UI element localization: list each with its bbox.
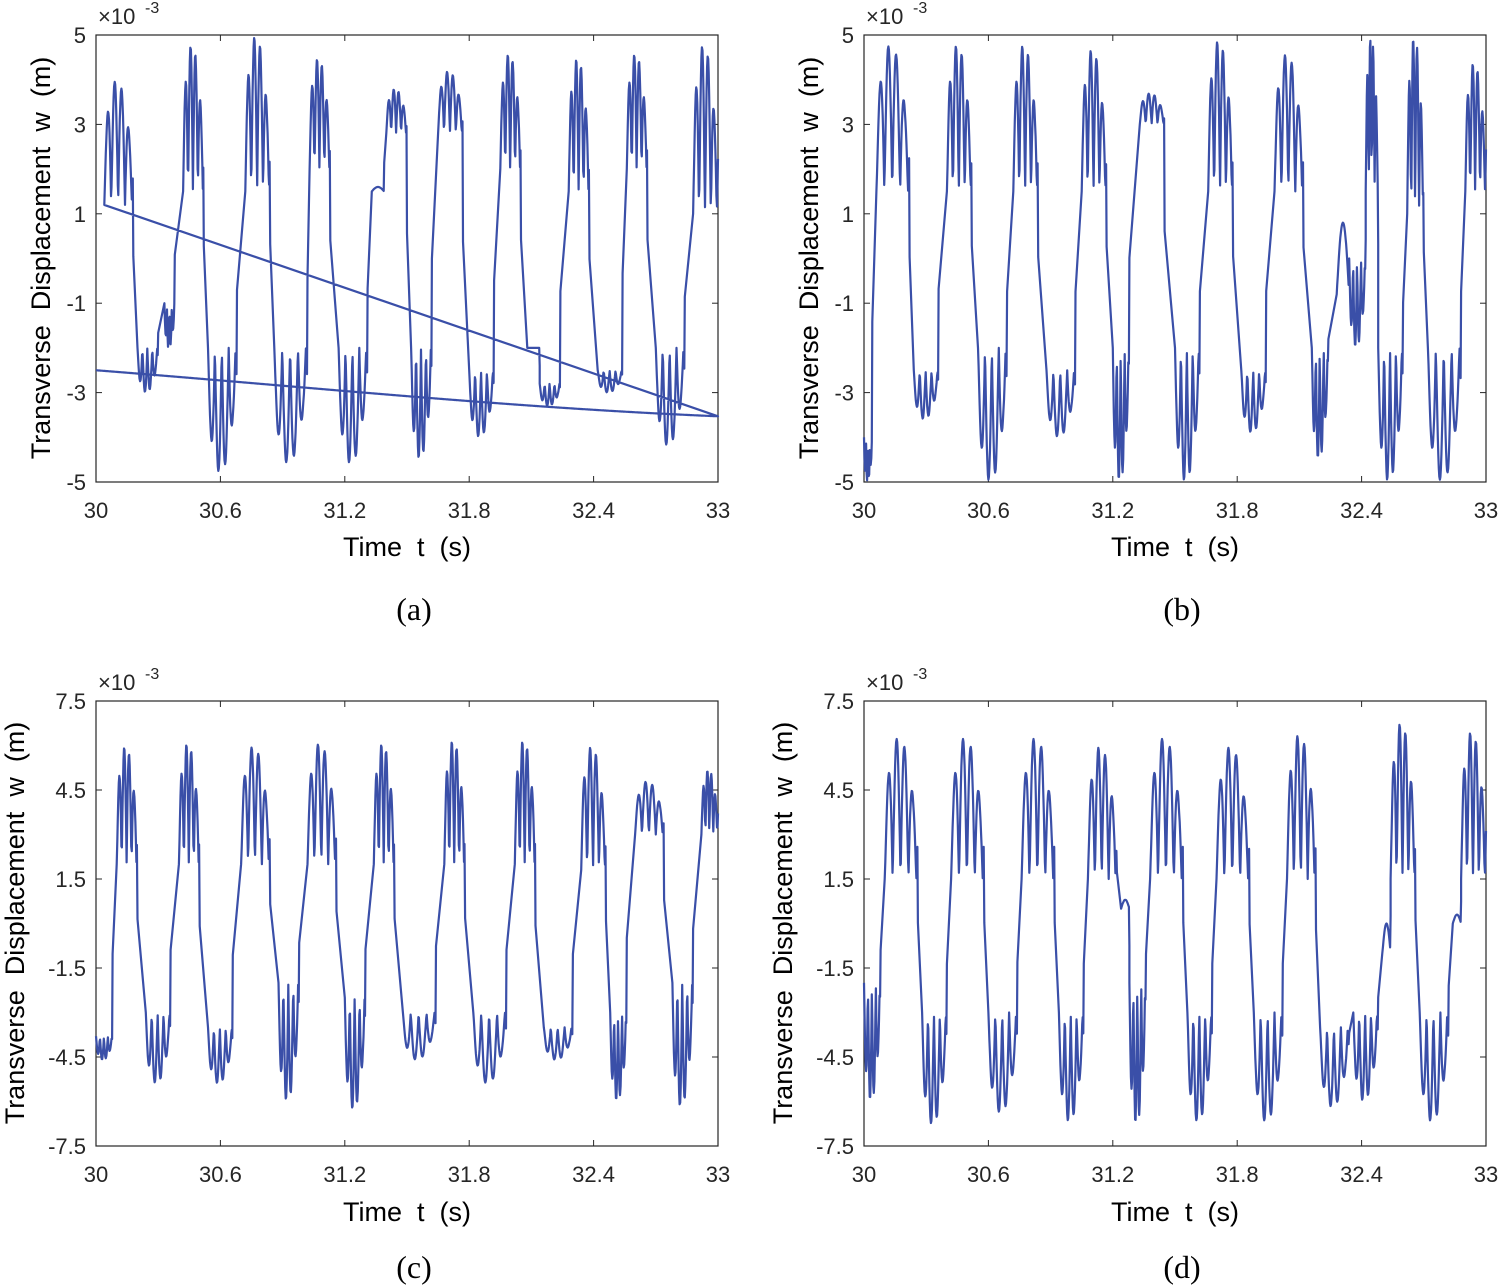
y-exponent-power: -3 xyxy=(145,666,159,683)
y-tick-label: 4.5 xyxy=(55,778,86,803)
series-line xyxy=(95,37,720,472)
y-tick-label: -3 xyxy=(66,381,86,406)
x-tick-label: 32.4 xyxy=(1340,1162,1383,1187)
y-tick-label: -4.5 xyxy=(816,1045,854,1070)
y-tick-label: -1 xyxy=(834,291,854,316)
panel-d: -7.5 -4.5 -1.5 1.5 4.5 7.5 30 30.6 31.2 31.8 32.4… xyxy=(768,666,1498,1285)
y-tick-label: 3 xyxy=(74,112,86,137)
x-tick-label: 31.8 xyxy=(1216,498,1259,523)
x-tick-label: 33 xyxy=(1474,498,1498,523)
y-ticks: -5 -3 -1 1 3 5 xyxy=(834,23,1486,495)
plot-frame xyxy=(95,700,719,1147)
y-tick-label: 1.5 xyxy=(823,867,854,892)
y-axis-label: Transverse Displacement w (m) xyxy=(794,57,824,460)
x-tick-label: 30 xyxy=(84,498,108,523)
x-tick-label: 32.4 xyxy=(1340,498,1383,523)
panel-caption: (c) xyxy=(396,1249,432,1285)
x-tick-label: 33 xyxy=(706,498,730,523)
x-tick-label: 33 xyxy=(706,1162,730,1187)
panel-caption: (b) xyxy=(1163,591,1200,627)
y-exponent-power: -3 xyxy=(913,0,927,17)
x-tick-label: 30.6 xyxy=(199,1162,242,1187)
y-ticks: -7.5 -4.5 -1.5 1.5 4.5 7.5 xyxy=(816,689,1486,1159)
x-tick-label: 30.6 xyxy=(199,498,242,523)
y-tick-label: 3 xyxy=(842,112,854,137)
panel-caption: (d) xyxy=(1163,1249,1200,1285)
x-tick-label: 31.8 xyxy=(1216,1162,1259,1187)
series-line xyxy=(862,39,1488,482)
panel-c: -7.5 -4.5 -1.5 1.5 4.5 7.5 30 30.6 31.2 31.8 32.4… xyxy=(0,666,730,1285)
x-ticks: 30 30.6 31.2 31.8 32.4 33 xyxy=(84,35,730,523)
panel-b: -5 -3 -1 1 3 5 30 30.6 31.2 31.8 32.4 33 ×10 -3 Ti… xyxy=(794,0,1498,627)
y-tick-label: -1.5 xyxy=(816,956,854,981)
y-tick-label: 4.5 xyxy=(823,778,854,803)
y-tick-label: -4.5 xyxy=(48,1045,86,1070)
x-tick-label: 30 xyxy=(852,1162,876,1187)
x-tick-label: 31.8 xyxy=(448,1162,491,1187)
y-tick-label: -5 xyxy=(834,470,854,495)
y-exponent-power: -3 xyxy=(913,666,927,683)
y-exponent-power: -3 xyxy=(145,0,159,17)
y-exponent-base: ×10 xyxy=(98,4,135,29)
x-tick-label: 31.2 xyxy=(323,1162,366,1187)
y-ticks: -5 -3 -1 1 3 5 xyxy=(66,23,718,495)
x-axis-label: Time t (s) xyxy=(343,532,471,562)
y-tick-label: 7.5 xyxy=(823,689,854,714)
x-axis-label: Time t (s) xyxy=(1111,1197,1239,1227)
x-tick-label: 30 xyxy=(852,498,876,523)
y-tick-label: 1 xyxy=(74,202,86,227)
x-ticks: 30 30.6 31.2 31.8 32.4 33 xyxy=(852,35,1498,523)
series-line xyxy=(94,741,720,1109)
y-tick-label: 1 xyxy=(842,202,854,227)
x-tick-label: 30.6 xyxy=(967,498,1010,523)
x-tick-label: 33 xyxy=(1474,1162,1498,1187)
plot-frame xyxy=(863,34,1487,483)
plot-frame xyxy=(95,34,719,483)
y-axis-label: Transverse Displacement w (m) xyxy=(768,722,798,1125)
y-exponent-base: ×10 xyxy=(98,670,135,695)
x-tick-label: 31.2 xyxy=(323,498,366,523)
x-tick-label: 31.2 xyxy=(1091,1162,1134,1187)
x-tick-label: 30 xyxy=(84,1162,108,1187)
y-exponent-base: ×10 xyxy=(866,4,903,29)
x-ticks: 30 30.6 31.2 31.8 32.4 33 xyxy=(84,701,730,1187)
x-tick-label: 31.2 xyxy=(1091,498,1134,523)
y-tick-label: -3 xyxy=(834,381,854,406)
x-axis-label: Time t (s) xyxy=(1111,532,1239,562)
y-tick-label: -7.5 xyxy=(48,1134,86,1159)
y-axis-label: Transverse Displacement w (m) xyxy=(0,722,30,1125)
x-ticks: 30 30.6 31.2 31.8 32.4 33 xyxy=(852,701,1498,1187)
y-tick-label: 1.5 xyxy=(55,867,86,892)
panel-caption: (a) xyxy=(396,591,432,627)
y-ticks: -7.5 -4.5 -1.5 1.5 4.5 7.5 xyxy=(48,689,718,1159)
panel-a: -5 -3 -1 1 3 5 30 30.6 31.2 31.8 32.4 33 ×10 -3 Ti… xyxy=(26,0,730,627)
x-axis-label: Time t (s) xyxy=(343,1197,471,1227)
y-tick-label: 5 xyxy=(842,23,854,48)
y-tick-label: 5 xyxy=(74,23,86,48)
series-line xyxy=(862,723,1488,1125)
y-tick-label: -7.5 xyxy=(816,1134,854,1159)
y-axis-label: Transverse Displacement w (m) xyxy=(26,57,56,460)
y-exponent-base: ×10 xyxy=(866,670,903,695)
y-tick-label: 7.5 xyxy=(55,689,86,714)
y-tick-label: -1 xyxy=(66,291,86,316)
y-tick-label: -1.5 xyxy=(48,956,86,981)
x-tick-label: 32.4 xyxy=(572,498,615,523)
y-tick-label: -5 xyxy=(66,470,86,495)
x-tick-label: 30.6 xyxy=(967,1162,1010,1187)
x-tick-label: 32.4 xyxy=(572,1162,615,1187)
plot-frame xyxy=(863,700,1487,1147)
x-tick-label: 31.8 xyxy=(448,498,491,523)
